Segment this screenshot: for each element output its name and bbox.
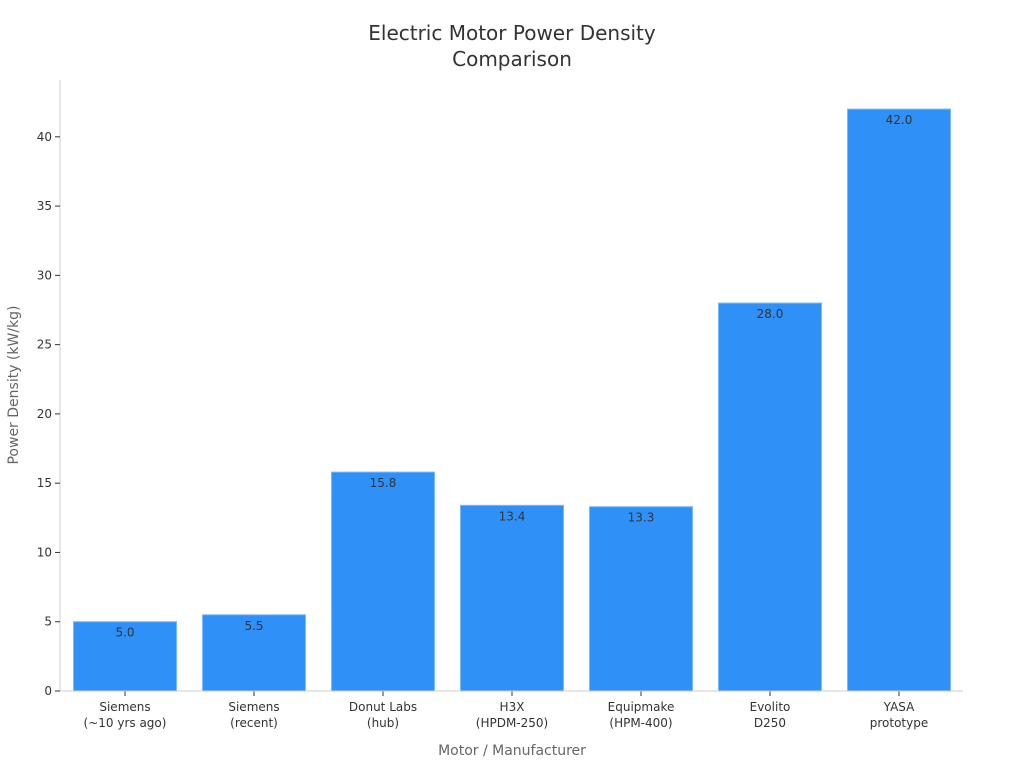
data-label: 15.8 [370,476,397,490]
bar [847,108,951,692]
y-tick-label: 30 [37,268,52,282]
data-label: 13.4 [499,509,526,523]
y-tick-label: 20 [37,407,52,421]
bar [718,302,822,692]
x-tick-label: Siemens [228,700,279,714]
x-tick-label: (hub) [367,716,399,730]
bar [73,621,177,692]
x-tick-label: D250 [754,716,786,730]
x-axis-label: Motor / Manufacturer [438,743,586,759]
bar [589,506,693,692]
data-label: 5.5 [244,619,263,633]
y-tick-label: 10 [37,545,52,559]
data-label: 13.3 [628,511,655,525]
x-tick-label: (~10 yrs ago) [84,716,167,730]
x-tick-label: Equipmake [608,700,675,714]
y-tick-label: 25 [37,338,52,352]
x-tick-label: Evolito [750,700,791,714]
x-tick-label: YASA [883,700,915,714]
data-label: 28.0 [757,307,784,321]
y-tick-label: 5 [44,615,52,629]
x-tick-label: (HPDM-250) [476,716,548,730]
x-tick-label: H3X [500,700,525,714]
y-tick-label: 15 [37,476,52,490]
data-label: 5.0 [115,626,134,640]
y-tick-label: 35 [37,199,52,213]
bar [460,504,564,692]
chart-title-line1: Electric Motor Power Density [368,21,656,45]
y-axis-label: Power Density (kW/kg) [6,305,22,464]
bar [202,614,306,692]
chart-title-line2: Comparison [452,47,572,71]
data-label: 42.0 [886,113,913,127]
x-tick-label: (HPM-400) [609,716,672,730]
x-tick-label: Siemens [99,700,150,714]
bar [331,471,435,692]
x-tick-label: Donut Labs [349,700,417,714]
x-tick-label: prototype [870,716,928,730]
x-tick-label: (recent) [230,716,278,730]
y-tick-label: 40 [37,130,52,144]
y-tick-label: 0 [44,684,52,698]
